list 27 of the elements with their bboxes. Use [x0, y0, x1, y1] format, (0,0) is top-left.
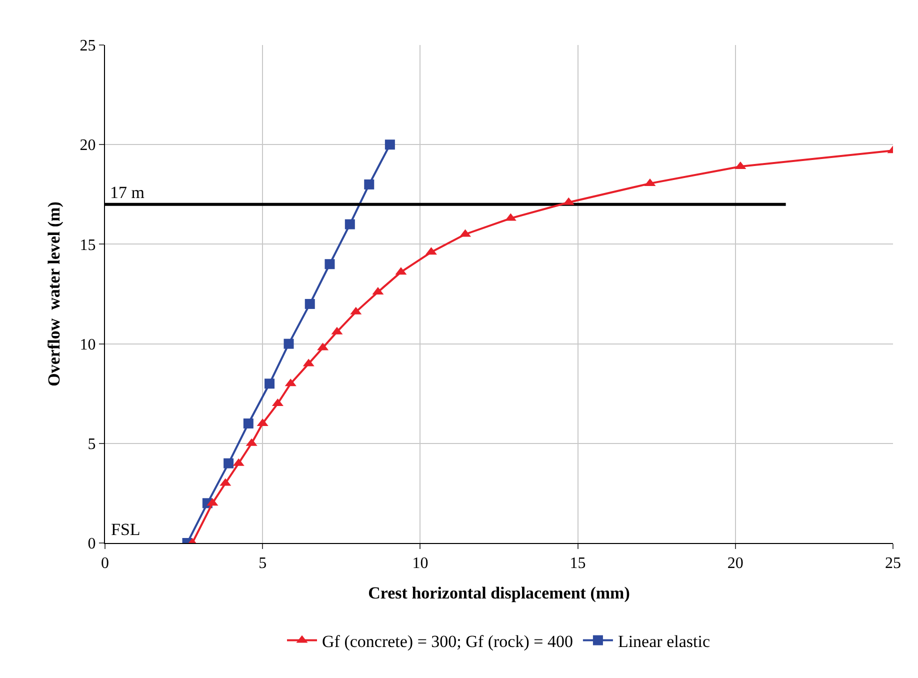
x-axis-title: Crest horizontal displacement (mm) — [368, 584, 630, 603]
point — [284, 338, 294, 349]
point — [364, 179, 374, 190]
point — [344, 219, 355, 230]
point — [224, 458, 234, 468]
annotation: FSL — [111, 520, 140, 539]
x-tick-label: 0 — [101, 555, 109, 572]
point — [264, 378, 275, 389]
x-tick-label: 10 — [412, 555, 428, 572]
x-tick-label: 5 — [258, 555, 267, 572]
point — [304, 298, 315, 309]
x-tick-label: 25 — [885, 555, 901, 572]
point — [243, 418, 254, 428]
point — [324, 259, 335, 270]
point — [384, 140, 395, 150]
y-axis-title: Overflow water level (m) — [44, 202, 64, 386]
y-tick-label: 0 — [88, 536, 96, 553]
y-tick-label: 20 — [80, 137, 96, 154]
legend-label: Gf (concrete) = 300; Gf (rock) = 400 — [322, 632, 573, 651]
y-tick-label: 15 — [80, 236, 96, 254]
y-tick-label: 10 — [80, 336, 96, 354]
y-tick-label: 25 — [80, 38, 96, 55]
x-tick-label: 20 — [727, 555, 744, 572]
legend-label: Linear elastic — [618, 632, 710, 651]
x-tick-label: 15 — [570, 555, 586, 572]
annotation: 17 m — [110, 183, 144, 202]
y-tick-label: 5 — [88, 436, 96, 453]
